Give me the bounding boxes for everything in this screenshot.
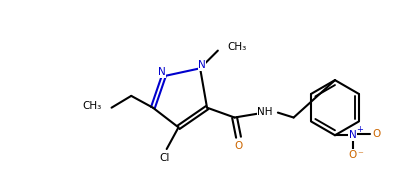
Text: N: N — [198, 60, 206, 70]
Text: +: + — [356, 125, 363, 134]
Text: N: N — [158, 67, 166, 77]
Text: Cl: Cl — [160, 153, 170, 163]
Text: NH: NH — [257, 107, 273, 117]
Text: CH₃: CH₃ — [83, 101, 102, 111]
Text: O: O — [372, 129, 380, 139]
Text: CH₃: CH₃ — [228, 42, 247, 52]
Text: O: O — [234, 141, 243, 151]
Text: N: N — [349, 130, 357, 140]
Text: ⁻: ⁻ — [358, 150, 364, 160]
Text: O: O — [349, 150, 357, 160]
